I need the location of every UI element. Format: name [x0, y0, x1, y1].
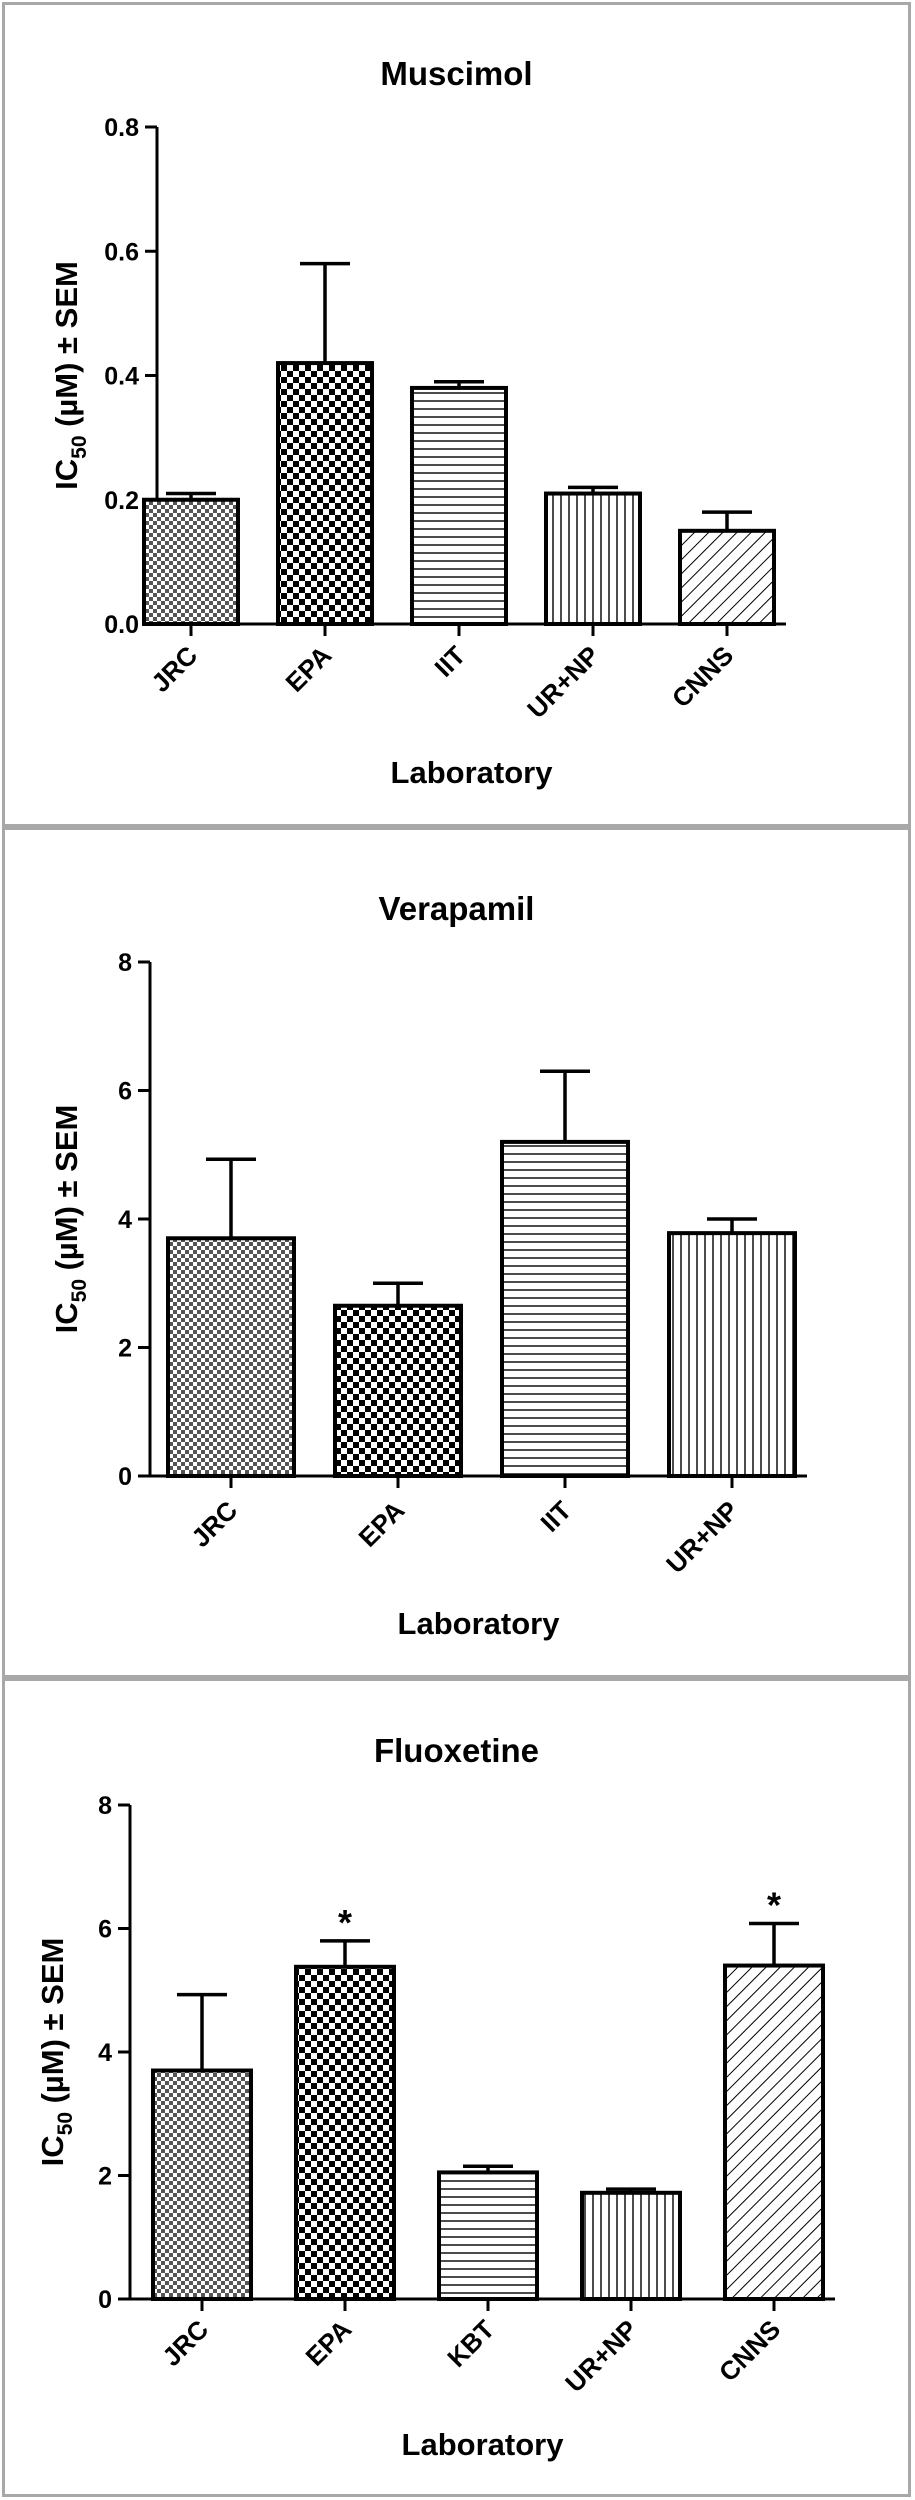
bar-ur-np — [580, 2190, 682, 2302]
chart-panel-verapamil: Verapamil 0 2 4 6 8 IC50 (µM) ± SEM JRC EPA IIT UR… — [2, 827, 911, 1678]
significance-marker: * — [767, 1885, 781, 1926]
y-axis-label: IC50 (µM) ± SEM — [49, 261, 91, 490]
y-tick-label: 0 — [98, 2286, 112, 2314]
bar-iit — [410, 385, 508, 626]
y-tick-label: 8 — [98, 1792, 112, 1820]
x-tick-label: JRC — [156, 2314, 214, 2372]
y-tick-label: 8 — [118, 949, 132, 977]
x-tick-label: UR+NP — [660, 1495, 744, 1579]
y-tick-label: 0.8 — [104, 114, 139, 142]
x-tick-label: EPA — [280, 640, 338, 698]
x-tick-label: CNNS — [713, 2314, 786, 2387]
bar-cnns — [723, 1963, 825, 2301]
x-tick-label: EPA — [300, 2314, 358, 2372]
x-tick-label: UR+NP — [521, 640, 605, 724]
chart-svg: Fluoxetine 0 2 4 6 8 IC50 (µM) ± SEM JRC EPA * KBT… — [35, 1732, 835, 2462]
x-tick-label: IIT — [535, 1495, 578, 1538]
bar-cnns — [678, 528, 776, 626]
y-tick-label: 4 — [98, 2039, 112, 2067]
x-tick-label: JRC — [185, 1495, 243, 1553]
bar-epa — [276, 361, 374, 626]
y-axis-label: IC50 (µM) ± SEM — [49, 1105, 91, 1334]
bar-jrc — [166, 1236, 296, 1478]
x-tick-label: KBT — [441, 2314, 500, 2373]
significance-marker: * — [338, 1902, 352, 1943]
y-tick-label: 6 — [98, 1916, 112, 1944]
chart-title: Muscimol — [380, 55, 532, 92]
y-tick-label: 4 — [118, 1206, 132, 1234]
chart-title: Verapamil — [379, 890, 535, 927]
chart-svg: Verapamil 0 2 4 6 8 IC50 (µM) ± SEM JRC EPA IIT UR… — [49, 890, 807, 1641]
x-tick-label: JRC — [145, 640, 203, 698]
y-axis-label: IC50 (µM) ± SEM — [35, 1938, 77, 2167]
bar-kbt — [437, 2170, 539, 2302]
bar-epa — [294, 1964, 396, 2301]
bar-epa — [333, 1303, 463, 1478]
y-tick-label: 0.4 — [104, 363, 139, 391]
y-tick-label: 0.2 — [104, 487, 139, 515]
chart-panel-muscimol: Muscimol 0.0 0.2 0.4 0.6 0.8 IC50 (µM) ± SEM JR… — [2, 2, 911, 827]
bar-ur-np — [667, 1231, 797, 1479]
bar-iit — [500, 1139, 630, 1478]
y-tick-label: 0.6 — [104, 238, 139, 266]
x-tick-label: EPA — [353, 1495, 411, 1553]
y-tick-label: 2 — [118, 1335, 132, 1363]
x-axis-label: Laboratory — [398, 1606, 561, 1641]
y-tick-label: 0 — [118, 1463, 132, 1491]
x-axis-label: Laboratory — [402, 2427, 565, 2462]
bar-jrc — [142, 497, 240, 626]
chart-title: Fluoxetine — [374, 1732, 539, 1769]
bar-ur-np — [544, 491, 642, 626]
x-tick-label: CNNS — [666, 640, 739, 713]
bar-jrc — [151, 2068, 253, 2301]
x-axis-label: Laboratory — [391, 755, 554, 790]
y-tick-label: 6 — [118, 1078, 132, 1106]
x-tick-label: UR+NP — [559, 2314, 643, 2398]
chart-svg: Muscimol 0.0 0.2 0.4 0.6 0.8 IC50 (µM) ± SEM JR… — [49, 55, 786, 790]
y-tick-label: 0.0 — [104, 611, 139, 639]
chart-panel-fluoxetine: Fluoxetine 0 2 4 6 8 IC50 (µM) ± SEM JRC EPA * KBT… — [2, 1678, 911, 2497]
y-tick-label: 2 — [98, 2163, 112, 2191]
x-tick-label: IIT — [429, 640, 472, 683]
